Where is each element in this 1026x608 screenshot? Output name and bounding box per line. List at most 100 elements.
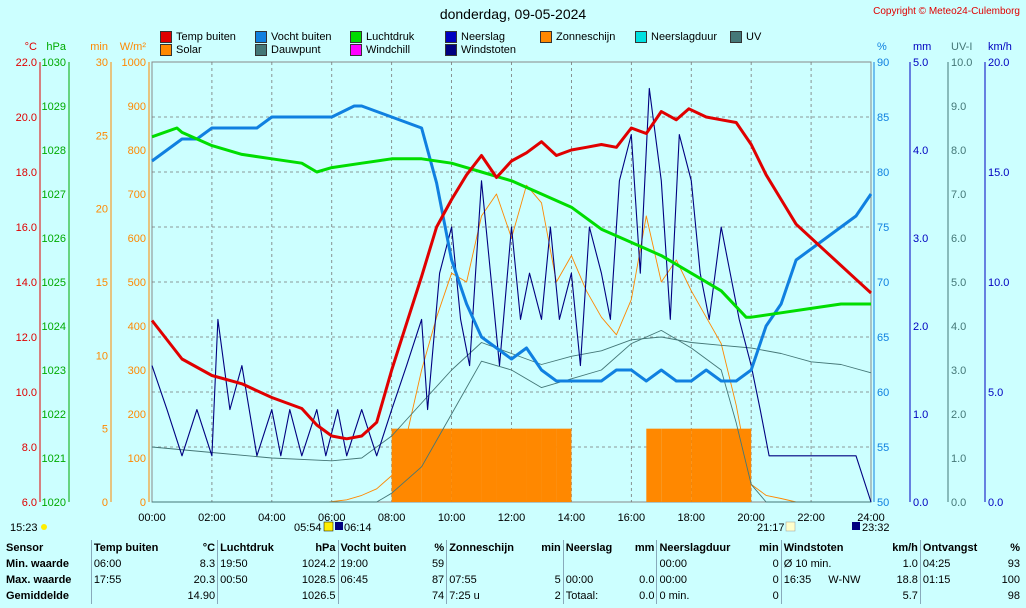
max-value: 18.8 (896, 574, 918, 586)
x-tick-label: 18:00 (677, 512, 705, 524)
col-header: Temp buiten (90, 540, 178, 556)
series-line-windstoten (151, 87, 872, 503)
axis-tick-left: 500 (128, 277, 146, 289)
max-direction: W-NW (828, 574, 861, 586)
avg-value: 98 (1007, 590, 1020, 602)
axis-tick-left: 600 (128, 233, 146, 245)
axis-tick-right: 4.0 (951, 321, 966, 333)
axis-unit-right: mm (913, 41, 931, 53)
axis-tick-left: 5 (102, 424, 108, 436)
col-header: Vocht buiten (337, 540, 426, 556)
axis-tick-left: 1026 (42, 233, 66, 245)
legend-swatch (160, 44, 172, 56)
legend-label: Neerslag (461, 31, 506, 43)
axis-tick-right: 8.0 (951, 145, 966, 157)
sunset-icon (785, 521, 796, 532)
axis-tick-left: 400 (128, 321, 146, 333)
marker-sunset: 21:17 (757, 522, 785, 534)
legend-item: Solar (160, 44, 202, 56)
col-unit: km/h (892, 542, 918, 554)
copyright-text: Copyright © Meteo24-Culemborg (873, 6, 1020, 17)
moon-icon-b (852, 522, 860, 530)
axis-tick-left: 1028 (42, 145, 66, 157)
x-tick-label: 12:00 (498, 512, 526, 524)
marker-left-time: 15:23 (10, 522, 38, 534)
avg-label: 0 min. (656, 588, 752, 604)
legend-swatch (445, 44, 457, 56)
series-line-dauwpunt (151, 336, 872, 462)
legend-label: Neerslagduur (651, 31, 718, 43)
axis-tick-left: 1029 (42, 101, 66, 113)
min-time: 19:00 (337, 556, 426, 572)
legend-item: Dauwpunt (255, 44, 321, 56)
series-line-uv (152, 329, 871, 503)
axis-tick-left: 12.0 (16, 332, 37, 344)
min-value: 59 (431, 558, 445, 570)
axis-unit-left: °C (25, 41, 37, 53)
col-header: Ontvangst (919, 540, 994, 556)
axis-tick-right: 65 (877, 332, 889, 344)
max-value: 1028.5 (301, 574, 336, 586)
min-time (446, 556, 534, 572)
axis-tick-right: 15.0 (988, 167, 1009, 179)
axis-tick-right: 50 (877, 497, 889, 509)
sunshine-bar (391, 428, 422, 502)
max-time: 16:35 W-NW (780, 572, 883, 588)
min-time: Ø 10 min. (780, 556, 883, 572)
max-value: 5 (554, 574, 561, 586)
series-line-solar (152, 184, 871, 503)
avg-value: 74 (431, 590, 445, 602)
legend-swatch (635, 31, 647, 43)
avg-value: 5.7 (902, 590, 918, 602)
x-tick-label: 16:00 (618, 512, 646, 524)
avg-value: 2 (554, 590, 561, 602)
axis-tick-left: 700 (128, 189, 146, 201)
marker-sunrise-a: 05:54 (294, 522, 322, 534)
legend-item: Neerslagduur (635, 31, 717, 43)
axis-tick-right: 0.0 (951, 497, 966, 509)
min-time: 04:25 (919, 556, 994, 572)
avg-value: 0.0 (639, 590, 655, 602)
axis-tick-left: 6.0 (22, 497, 37, 509)
axis-tick-right: 75 (877, 222, 889, 234)
axis-tick-left: 0 (102, 497, 108, 509)
min-time: 00:00 (656, 556, 752, 572)
max-value: 87 (431, 574, 445, 586)
legend-swatch (350, 31, 362, 43)
col-unit: % (1010, 542, 1020, 554)
col-unit: min (759, 542, 779, 554)
axis-tick-left: 1027 (42, 189, 66, 201)
axis-tick-right: 20.0 (988, 57, 1009, 69)
row-label-min: Min. waarde (6, 558, 69, 570)
legend: Temp buiten Vocht buiten Luchtdruk Neers… (160, 31, 780, 57)
axis-tick-left: 1022 (42, 409, 66, 421)
avg-label (337, 588, 426, 604)
legend-item: UV (730, 31, 761, 43)
stats-min-row: Min. waarde 06:00 8.3 19:50 1024.2 19:00 59… (4, 556, 1022, 572)
axis-tick-right: 55 (877, 442, 889, 454)
min-time (562, 556, 627, 572)
min-time: 19:50 (217, 556, 291, 572)
axis-tick-left: 18.0 (16, 167, 37, 179)
axis-tick-right: 10.0 (951, 57, 972, 69)
legend-item: Neerslag (445, 31, 505, 43)
axis-tick-right: 5.0 (988, 387, 1003, 399)
col-header: Luchtdruk (217, 540, 291, 556)
avg-label (217, 588, 291, 604)
col-header: Windstoten (780, 540, 883, 556)
axis-tick-left: 1024 (42, 321, 66, 333)
axis-tick-right: 9.0 (951, 101, 966, 113)
avg-label (919, 588, 994, 604)
axis-tick-left: 1021 (42, 453, 66, 465)
sunshine-bar (451, 428, 482, 502)
min-value: 1024.2 (301, 558, 336, 570)
col-unit: % (434, 542, 445, 554)
legend-label: Dauwpunt (271, 44, 321, 56)
axis-unit-left: W/m² (120, 41, 147, 53)
sunshine-bars (391, 428, 752, 502)
sunshine-bar (496, 428, 512, 502)
x-tick-label: 20:00 (737, 512, 765, 524)
max-time: 00:50 (217, 572, 291, 588)
axis-tick-right: 5.0 (951, 277, 966, 289)
axis-tick-right: 2.0 (951, 409, 966, 421)
